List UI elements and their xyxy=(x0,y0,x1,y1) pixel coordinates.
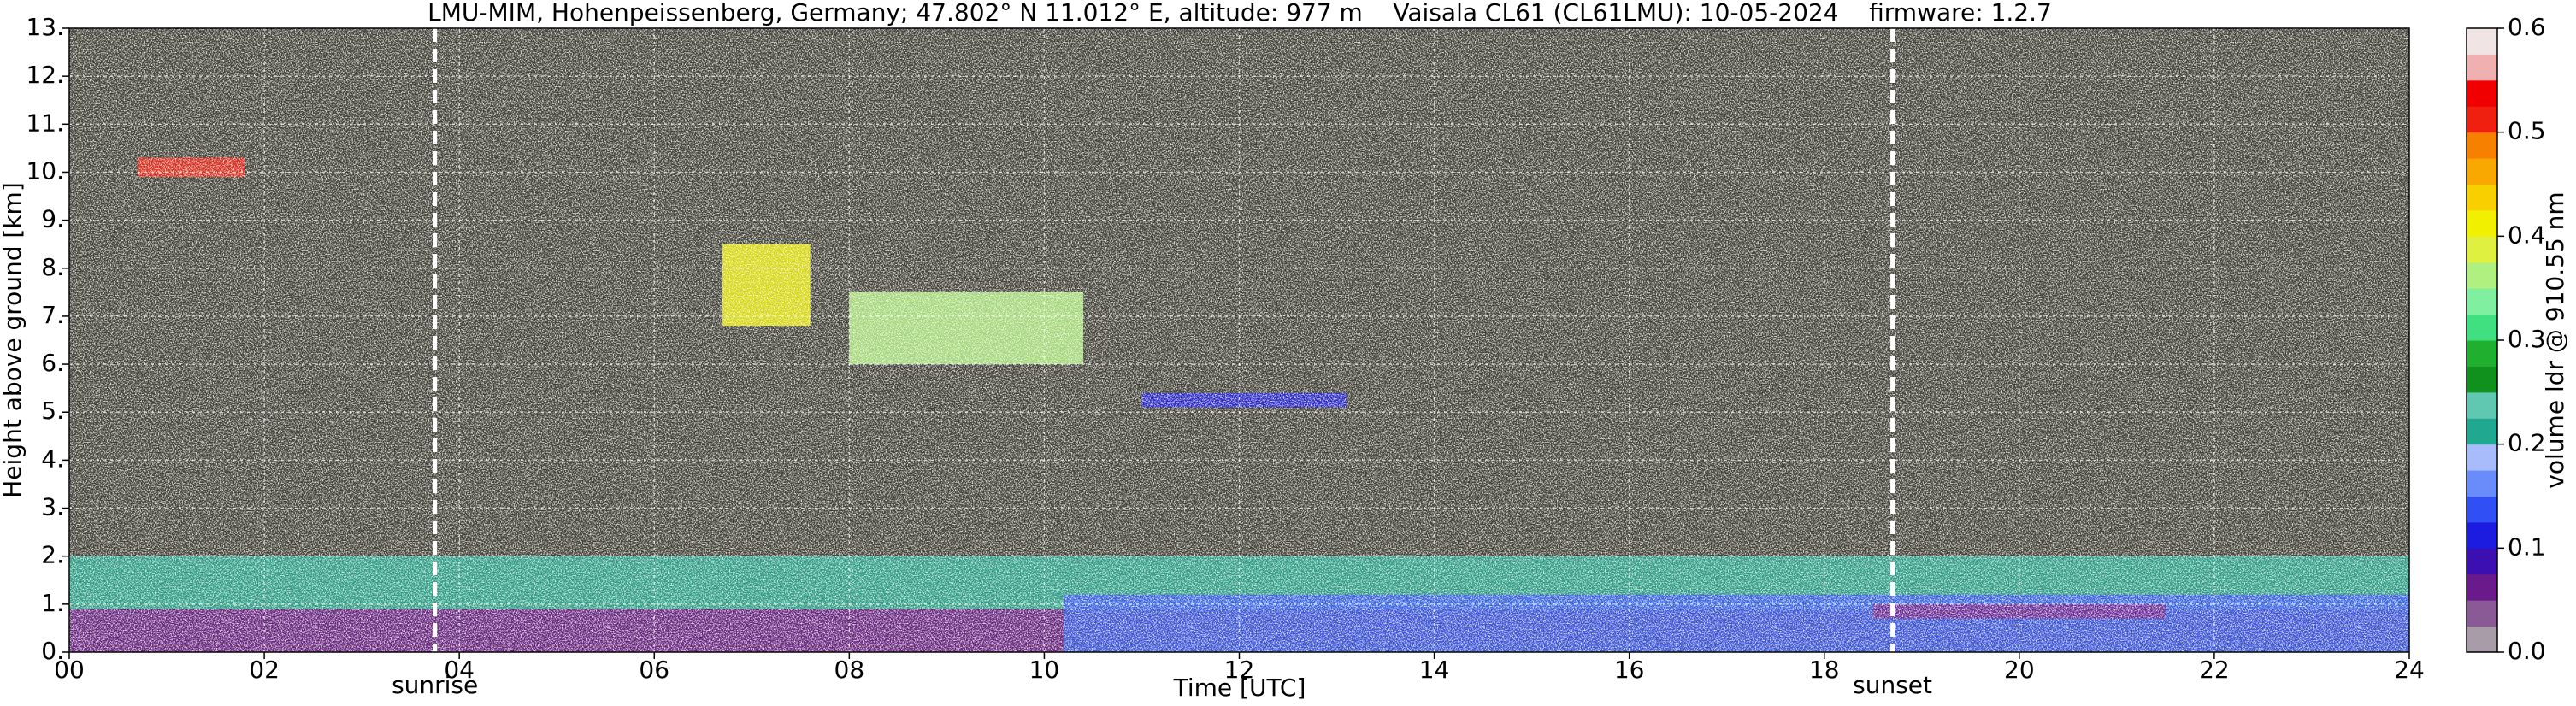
colorbar-swatch xyxy=(2467,391,2497,419)
y-tick-label: 12. xyxy=(26,61,64,89)
chart-title: LMU-MIM, Hohenpeissenberg, Germany; 47.8… xyxy=(427,0,2052,26)
x-tick-label: 02 xyxy=(249,656,280,684)
colorbar-swatch xyxy=(2467,418,2497,445)
y-tick-label: 6. xyxy=(41,349,64,377)
colorbar-swatch xyxy=(2467,262,2497,289)
colorbar-swatch xyxy=(2467,548,2497,575)
x-tick-label: 22 xyxy=(2199,656,2230,684)
x-tick-label: 20 xyxy=(2004,656,2035,684)
plot-frame xyxy=(68,27,2410,653)
colorbar-swatch xyxy=(2467,314,2497,341)
colorbar-tick-label: 0.3 xyxy=(2508,325,2546,353)
colorbar-swatch xyxy=(2467,184,2497,211)
colorbar-tick-label: 0.2 xyxy=(2508,429,2546,457)
y-tick-label: 9. xyxy=(41,205,64,233)
colorbar-swatch xyxy=(2467,340,2497,367)
x-tick-label: 04 xyxy=(444,656,475,684)
y-tick-label: 8. xyxy=(41,253,64,281)
x-axis-label: Time [UTC] xyxy=(1173,674,1306,702)
colorbar-swatch xyxy=(2467,444,2497,471)
y-tick-label: 11. xyxy=(26,109,64,137)
colorbar-swatch xyxy=(2467,288,2497,315)
colorbar-swatch xyxy=(2467,106,2497,133)
colorbar-swatch xyxy=(2467,366,2497,393)
x-tick-label: 00 xyxy=(54,656,85,684)
x-tick-label: 10 xyxy=(1029,656,1060,684)
y-tick-label: 1. xyxy=(41,589,64,617)
y-tick-label: 13. xyxy=(26,13,64,41)
annotation-label: sunrise xyxy=(392,671,478,699)
x-tick-label: 06 xyxy=(639,656,669,684)
plot-area xyxy=(69,28,2409,652)
y-tick-label: 10. xyxy=(26,156,64,185)
colorbar-swatch xyxy=(2467,236,2497,263)
annotation-label: sunset xyxy=(1853,671,1932,699)
y-axis-label: Height above ground [km] xyxy=(0,182,27,498)
x-tick-label: 18 xyxy=(1809,656,1840,684)
y-tick-label: 7. xyxy=(41,301,64,329)
y-tick-label: 3. xyxy=(41,493,64,521)
y-tick-label: 0. xyxy=(41,637,64,665)
y-tick-label: 4. xyxy=(41,444,64,473)
x-tick-label: 24 xyxy=(2394,656,2425,684)
colorbar-swatch xyxy=(2467,574,2497,601)
colorbar-tick-label: 0.1 xyxy=(2508,532,2546,561)
y-tick-label: 5. xyxy=(41,397,64,425)
colorbar-swatch xyxy=(2467,600,2497,627)
colorbar-label: volume ldr @ 910.55 nm xyxy=(2541,191,2569,488)
y-tick-label: 2. xyxy=(41,541,64,569)
colorbar-tick-label: 0.5 xyxy=(2508,117,2546,145)
colorbar-swatch xyxy=(2467,496,2497,523)
colorbar-swatch xyxy=(2467,132,2497,159)
x-tick-label: 16 xyxy=(1614,656,1645,684)
colorbar-tick-label: 0.6 xyxy=(2508,13,2546,41)
colorbar-swatch xyxy=(2467,209,2497,237)
x-tick-label: 08 xyxy=(834,656,865,684)
noise-texture xyxy=(69,28,2409,652)
colorbar-swatch xyxy=(2467,470,2497,497)
colorbar-tick-label: 0.4 xyxy=(2508,221,2546,249)
colorbar-swatch xyxy=(2467,79,2497,107)
colorbar-swatch xyxy=(2467,28,2497,55)
colorbar-swatch xyxy=(2467,521,2497,549)
colorbar-swatch xyxy=(2467,158,2497,185)
x-tick-label: 12 xyxy=(1224,656,1255,684)
colorbar-swatch xyxy=(2467,54,2497,81)
colorbar-swatch xyxy=(2467,626,2497,653)
x-tick-label: 14 xyxy=(1419,656,1450,684)
colorbar-tick-label: 0.0 xyxy=(2508,637,2546,665)
